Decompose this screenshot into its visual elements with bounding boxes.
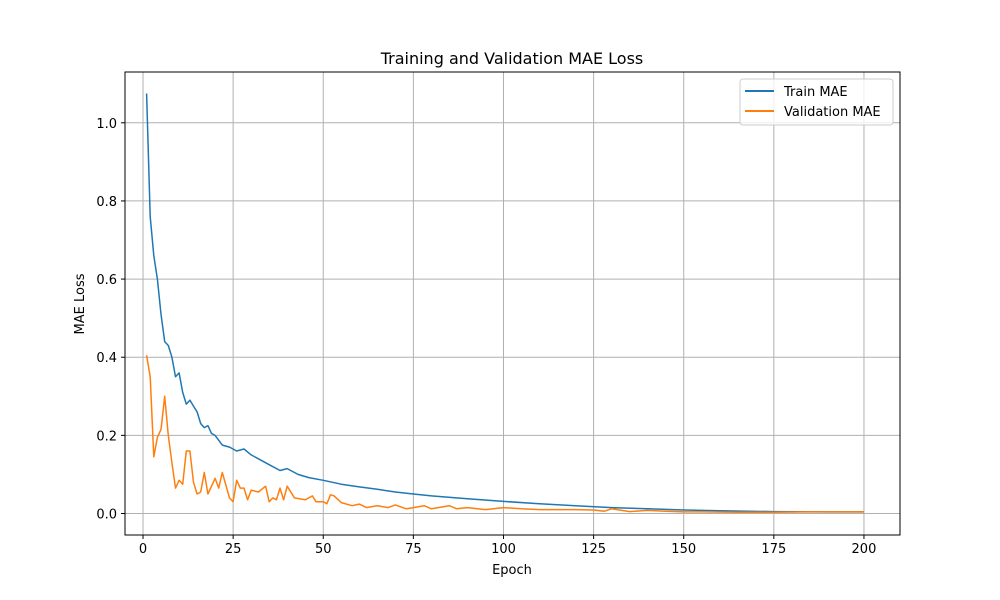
y-tick-label: 0.4 — [96, 351, 117, 366]
legend: Train MAE Validation MAE — [739, 78, 894, 126]
series-lines — [145, 93, 864, 514]
chart-title: Training and Validation MAE Loss — [380, 49, 644, 68]
x-tick-label: 150 — [671, 542, 696, 557]
axis-ticks: 0 25 50 75 100 125 150 175 200 0.0 0.2 0.4 0.6 0.8 1.0 — [96, 117, 876, 557]
legend-label-train: Train MAE — [783, 85, 848, 100]
y-tick-label: 1.0 — [96, 117, 117, 132]
x-tick-label: 175 — [761, 542, 786, 557]
series-line-train-mae — [145, 93, 864, 513]
grid — [125, 72, 900, 535]
y-tick-label: 0.0 — [96, 508, 117, 523]
y-tick-label: 0.2 — [96, 429, 117, 444]
series-line-validation-mae — [145, 355, 864, 514]
y-tick-label: 0.8 — [96, 195, 117, 210]
y-tick-label: 0.6 — [96, 273, 117, 288]
y-axis-label: MAE Loss — [73, 273, 88, 334]
x-axis-label: Epoch — [492, 563, 532, 578]
x-tick-label: 50 — [315, 542, 332, 557]
x-tick-label: 25 — [225, 542, 242, 557]
x-tick-label: 0 — [139, 542, 147, 557]
x-tick-label: 100 — [491, 542, 516, 557]
x-tick-label: 75 — [405, 542, 422, 557]
x-tick-label: 125 — [581, 542, 606, 557]
legend-label-validation: Validation MAE — [784, 105, 881, 120]
x-tick-label: 200 — [852, 542, 877, 557]
legend-box — [739, 78, 894, 126]
plot-frame — [124, 71, 901, 536]
